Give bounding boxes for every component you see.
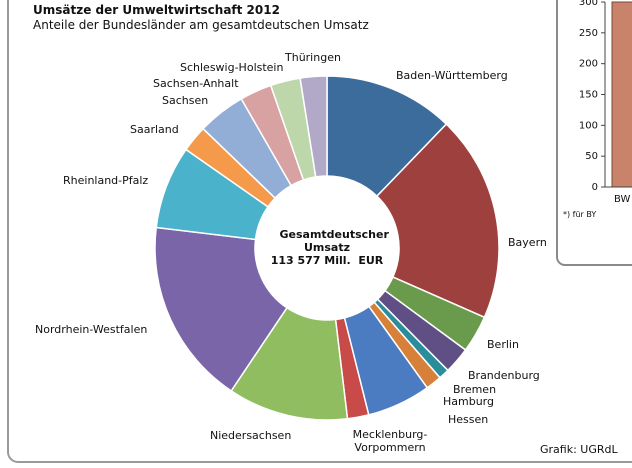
segment-label: Bremen <box>453 383 497 396</box>
segment-label: Mecklenburg-Vorpommern <box>352 428 428 454</box>
y-tick-label: 100 <box>579 120 598 131</box>
segment-label: Hamburg <box>443 395 494 408</box>
segment-label: Sachsen-Anhalt <box>153 77 239 90</box>
segment-label: Hessen <box>448 413 489 426</box>
donut-segment <box>299 75 328 178</box>
segment-label: Baden-Württemberg <box>396 69 508 82</box>
chart-title: Umsätze der Umweltwirtschaft 2012 <box>33 3 280 17</box>
bar <box>611 1 632 188</box>
segment-label: Thüringen <box>285 51 341 64</box>
y-tick-label: 0 <box>592 182 598 193</box>
y-tick-label: 200 <box>579 59 598 70</box>
segment-label: Rheinland-Pfalz <box>63 174 149 187</box>
center-line: 113 577 Mill. EUR <box>270 254 384 267</box>
y-tick-label: 250 <box>579 28 598 39</box>
donut-segment <box>326 75 448 198</box>
segment-label: Sachsen <box>162 94 209 107</box>
center-line: Gesamtdeutscher Umsatz <box>279 228 389 254</box>
y-tick-label: 50 <box>585 151 598 162</box>
segment-label: Schleswig-Holstein <box>180 61 284 74</box>
donut-segment <box>375 123 500 319</box>
segment-label: Brandenburg <box>468 369 540 382</box>
y-tick-label: 300 <box>579 0 598 8</box>
y-tick-label: 150 <box>579 90 598 101</box>
source: Grafik: UGRdL <box>540 443 618 456</box>
segment-label: Niedersachsen <box>210 429 292 442</box>
donut-segment <box>154 226 288 392</box>
center-label: Gesamtdeutscher Umsatz 113 577 Mill. EUR <box>262 228 392 267</box>
frame <box>7 0 632 463</box>
segment-label: Bayern <box>508 236 547 249</box>
segment-label: Saarland <box>130 123 179 136</box>
segment-label: Berlin <box>487 338 519 351</box>
x-tick-label: BW <box>614 194 631 205</box>
chart-subtitle: Anteile der Bundesländer am gesamtdeutsc… <box>33 18 369 32</box>
segment-label: Nordrhein-Westfalen <box>35 323 148 336</box>
footnote: *) für BY <box>563 210 597 219</box>
